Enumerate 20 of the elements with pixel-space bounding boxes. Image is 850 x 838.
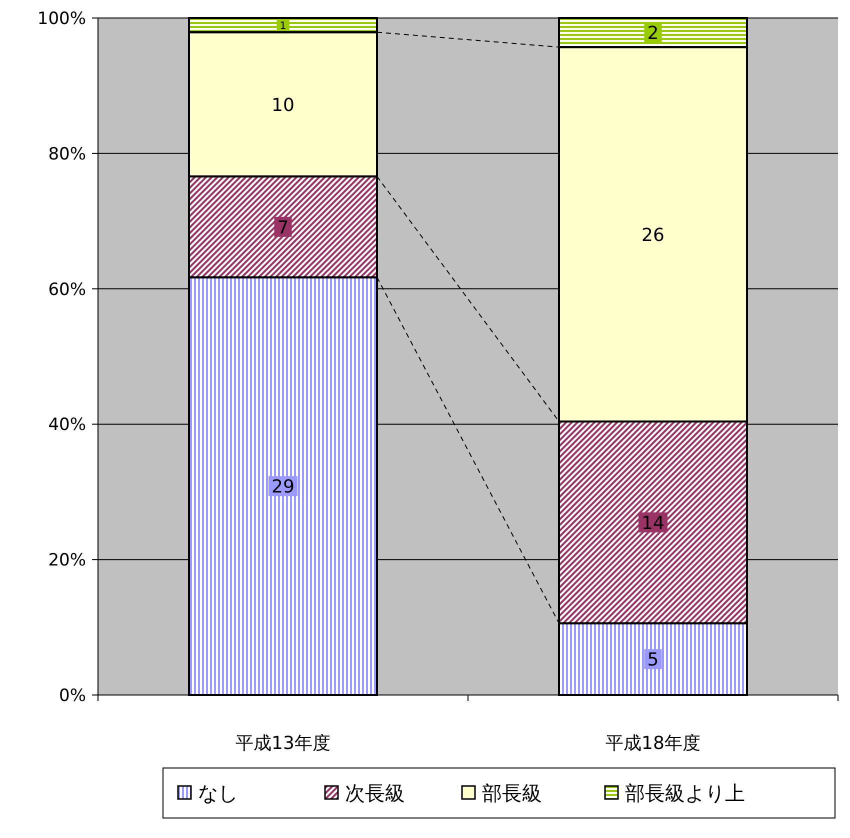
legend-label: なし — [198, 781, 238, 805]
legend-label: 部長級より上 — [625, 781, 745, 805]
y-tick-label: 80% — [48, 144, 86, 164]
y-tick-label: 100% — [37, 9, 86, 29]
annotation: 10 — [272, 94, 294, 116]
y-tick-label: 60% — [48, 280, 86, 300]
annotation: 26 — [642, 224, 664, 246]
annotation: 14 — [642, 512, 664, 534]
annotation: 5 — [647, 650, 659, 671]
legend-label: 次長級 — [345, 781, 405, 805]
x-tick-label: 平成18年度 — [606, 733, 700, 754]
x-tick-label: 平成13年度 — [236, 733, 330, 754]
annotation: 1 — [280, 20, 286, 32]
y-tick-label: 40% — [48, 415, 86, 436]
annotation: 7 — [277, 217, 289, 238]
annotation: 29 — [272, 476, 294, 498]
legend-label: 部長級 — [482, 781, 542, 805]
y-tick-label: 0% — [59, 686, 86, 706]
annotation: 2 — [647, 23, 659, 44]
y-tick-label: 20% — [48, 550, 86, 571]
